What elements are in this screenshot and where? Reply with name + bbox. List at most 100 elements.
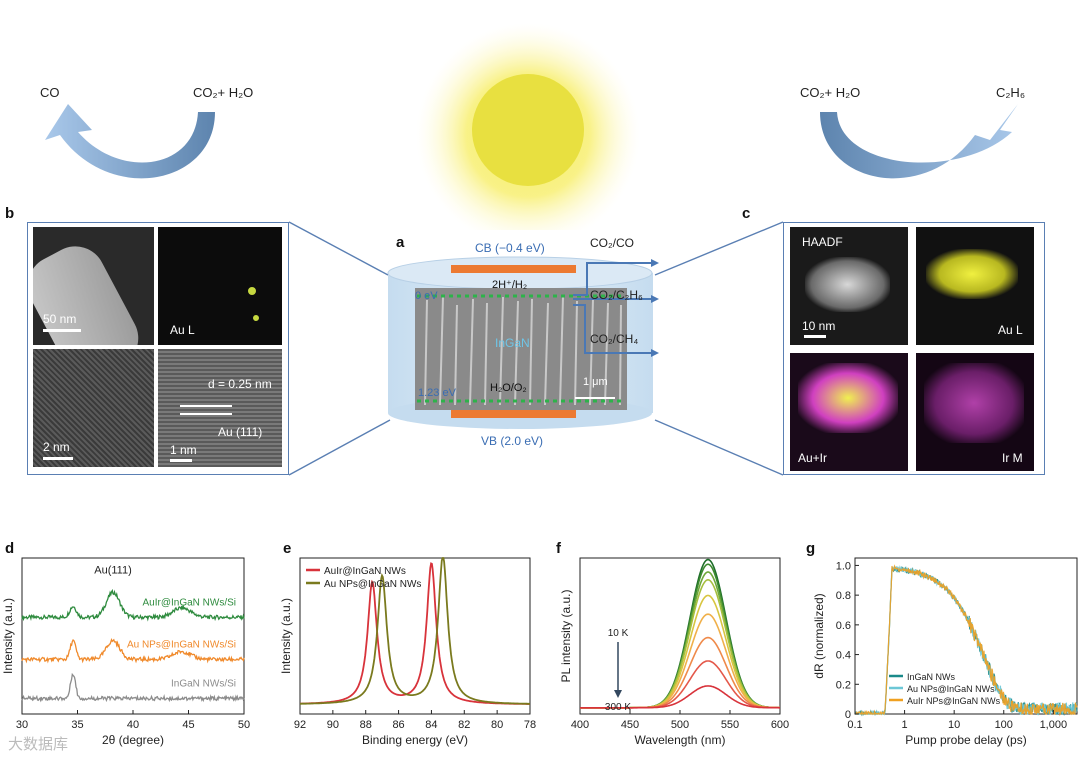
panel-g-legend-label: AuIr NPs@InGaN NWs	[907, 696, 1001, 706]
panel-d-series-line	[21, 672, 245, 703]
vb-label: VB (2.0 eV)	[481, 434, 544, 448]
hrtem-lattice-image: 2 nm	[33, 349, 154, 467]
h2-label: 2H⁺/H₂	[492, 279, 528, 291]
panel-f-xtick-label: 550	[721, 719, 739, 731]
au111-label: Au (111)	[218, 425, 263, 439]
scale-label: 50 nm	[43, 312, 77, 326]
panel-d-ylabel: Intensity (a.u.)	[1, 598, 15, 674]
panel-g-series-line	[855, 564, 1078, 717]
panel-d-xtick-label: 35	[71, 719, 83, 731]
connector-lines	[288, 221, 784, 476]
panel-e-xtick-label: 80	[491, 719, 503, 731]
au111-lattice-image: d = 0.25 nm Au (111) 1 nm	[158, 349, 282, 467]
haadf-label: HAADF	[802, 235, 843, 249]
panel-g-ytick-label: 0.2	[836, 679, 851, 691]
panel-d-series-line	[21, 637, 245, 664]
panel-d-xtick-label: 45	[182, 719, 194, 731]
panel-e-letter: e	[283, 540, 292, 557]
panel-f-xlabel: Wavelength (nm)	[635, 733, 726, 747]
scale-label-10nm: 10 nm	[802, 319, 836, 333]
top-illustration	[45, 23, 1018, 230]
panel-g-legend-label: Au NPs@InGaN NWs	[907, 684, 995, 694]
panel-f-series-line	[580, 685, 780, 709]
panel-f-xtick-label: 450	[621, 719, 639, 731]
au-ir-map-image: Au+Ir	[790, 353, 908, 471]
panel-d-series-label: InGaN NWs/Si	[171, 678, 236, 689]
panel-e-legend-label: Au NPs@InGaN NWs	[324, 579, 421, 590]
ir-m-label: Ir M	[1002, 451, 1023, 465]
panel-g-xtick-label: 1	[902, 719, 908, 731]
panel-e-xtick-label: 86	[392, 719, 404, 731]
panel-e-xtick-label: 92	[294, 719, 306, 731]
au-l-label: Au L	[170, 323, 195, 337]
panel-d-peak-annotation: Au(111)	[94, 565, 132, 577]
cylinder-reactor	[387, 256, 659, 429]
panel-e-axes	[299, 557, 531, 715]
panel-f-ylabel: PL intensity (a.u.)	[559, 590, 573, 683]
panel-g-legend-label: InGaN NWs	[907, 672, 956, 682]
output-co: CO₂/CO	[590, 236, 634, 250]
au-map-image: Au L	[158, 227, 282, 345]
au-l-map-image: Au L	[916, 227, 1034, 345]
panel-d-letter: d	[5, 540, 15, 557]
panel-d-series-line	[21, 588, 245, 622]
o2-label: H₂O/O₂	[490, 382, 527, 394]
haadf-image: HAADF 10 nm	[790, 227, 908, 345]
panel-g-xtick-label: 100	[995, 719, 1013, 731]
panel-a-letter: a	[396, 234, 405, 251]
panel-g-ytick-label: 0.6	[836, 620, 851, 632]
scale-label-2nm: 2 nm	[43, 440, 70, 454]
scale-1um: 1 μm	[583, 376, 608, 388]
panel-f-temp-low: 300 K	[605, 702, 631, 713]
panel-e-series-line	[300, 557, 530, 705]
panel-e-xtick-label: 78	[524, 719, 536, 731]
right-curve-arrow-icon	[820, 104, 1018, 179]
d-spacing-label: d = 0.25 nm	[208, 377, 272, 391]
panel-e-ylabel: Intensity (a.u.)	[279, 598, 293, 674]
left-reactant: CO₂+ H₂O	[193, 85, 254, 100]
au-l-label-c: Au L	[998, 323, 1023, 337]
panel-d-axes	[21, 557, 245, 715]
sun-icon	[472, 74, 584, 186]
panel-g-axes	[854, 557, 1078, 715]
charts-row: AuIr@InGaN NWs/Si Au NPs@InGaN NWs/Si InGa…	[1, 557, 1078, 747]
panel-g-ytick-label: 0.4	[836, 650, 851, 662]
panel-g-ytick-label: 0	[845, 709, 851, 721]
output-c2h6: CO₂/C₂H₆	[590, 288, 643, 302]
panel-e-xlabel: Binding energy (eV)	[362, 733, 468, 747]
panel-g-xlabel: Pump probe delay (ps)	[905, 733, 1026, 747]
panel-f-temp-high: 10 K	[608, 628, 629, 639]
scale-label-1nm: 1 nm	[170, 443, 197, 457]
left-product: CO	[40, 85, 60, 100]
right-product: C₂H₆	[996, 85, 1026, 100]
panel-d-xtick-label: 40	[127, 719, 139, 731]
ir-m-map-image: Ir M	[916, 353, 1034, 471]
panel-b-frame: 50 nm Au L 2 nm d = 0.25 nm Au (111) 1 n…	[27, 222, 289, 475]
panel-d-series-label: AuIr@InGaN NWs/Si	[142, 597, 236, 608]
panel-f-series-line	[580, 594, 780, 709]
panel-e-xtick-label: 90	[327, 719, 339, 731]
panel-c-frame: HAADF 10 nm Au L Au+Ir Ir M	[783, 222, 1045, 475]
panel-d-xtick-label: 50	[238, 719, 250, 731]
au-ir-label: Au+Ir	[798, 451, 828, 465]
panel-d-xlabel: 2θ (degree)	[102, 733, 164, 747]
panel-g-ylabel: dR (normalized)	[812, 593, 826, 678]
panel-g-letter: g	[806, 540, 816, 557]
panel-f-series-line	[580, 578, 780, 709]
panel-f-xtick-label: 600	[771, 719, 789, 731]
panel-c-letter: c	[742, 205, 751, 222]
watermark: 大数据库	[8, 736, 69, 753]
e123-label: 1.23 eV	[418, 387, 456, 399]
panel-g-xtick-label: 10	[948, 719, 960, 731]
panel-f-xtick-label: 400	[571, 719, 589, 731]
panel-e-legend-label: AuIr@InGaN NWs	[324, 566, 406, 577]
panel-g-ytick-label: 0.8	[836, 590, 851, 602]
cb-label: CB (−0.4 eV)	[475, 241, 545, 255]
panel-g-xtick-label: 1,000	[1040, 719, 1068, 731]
panel-d-xtick-label: 30	[16, 719, 28, 731]
right-reactant: CO₂+ H₂O	[800, 85, 861, 100]
panel-e-xtick-label: 84	[425, 719, 437, 731]
panel-f-xtick-label: 500	[671, 719, 689, 731]
panel-e-xtick-label: 82	[458, 719, 470, 731]
panel-g-xtick-label: 0.1	[847, 719, 862, 731]
